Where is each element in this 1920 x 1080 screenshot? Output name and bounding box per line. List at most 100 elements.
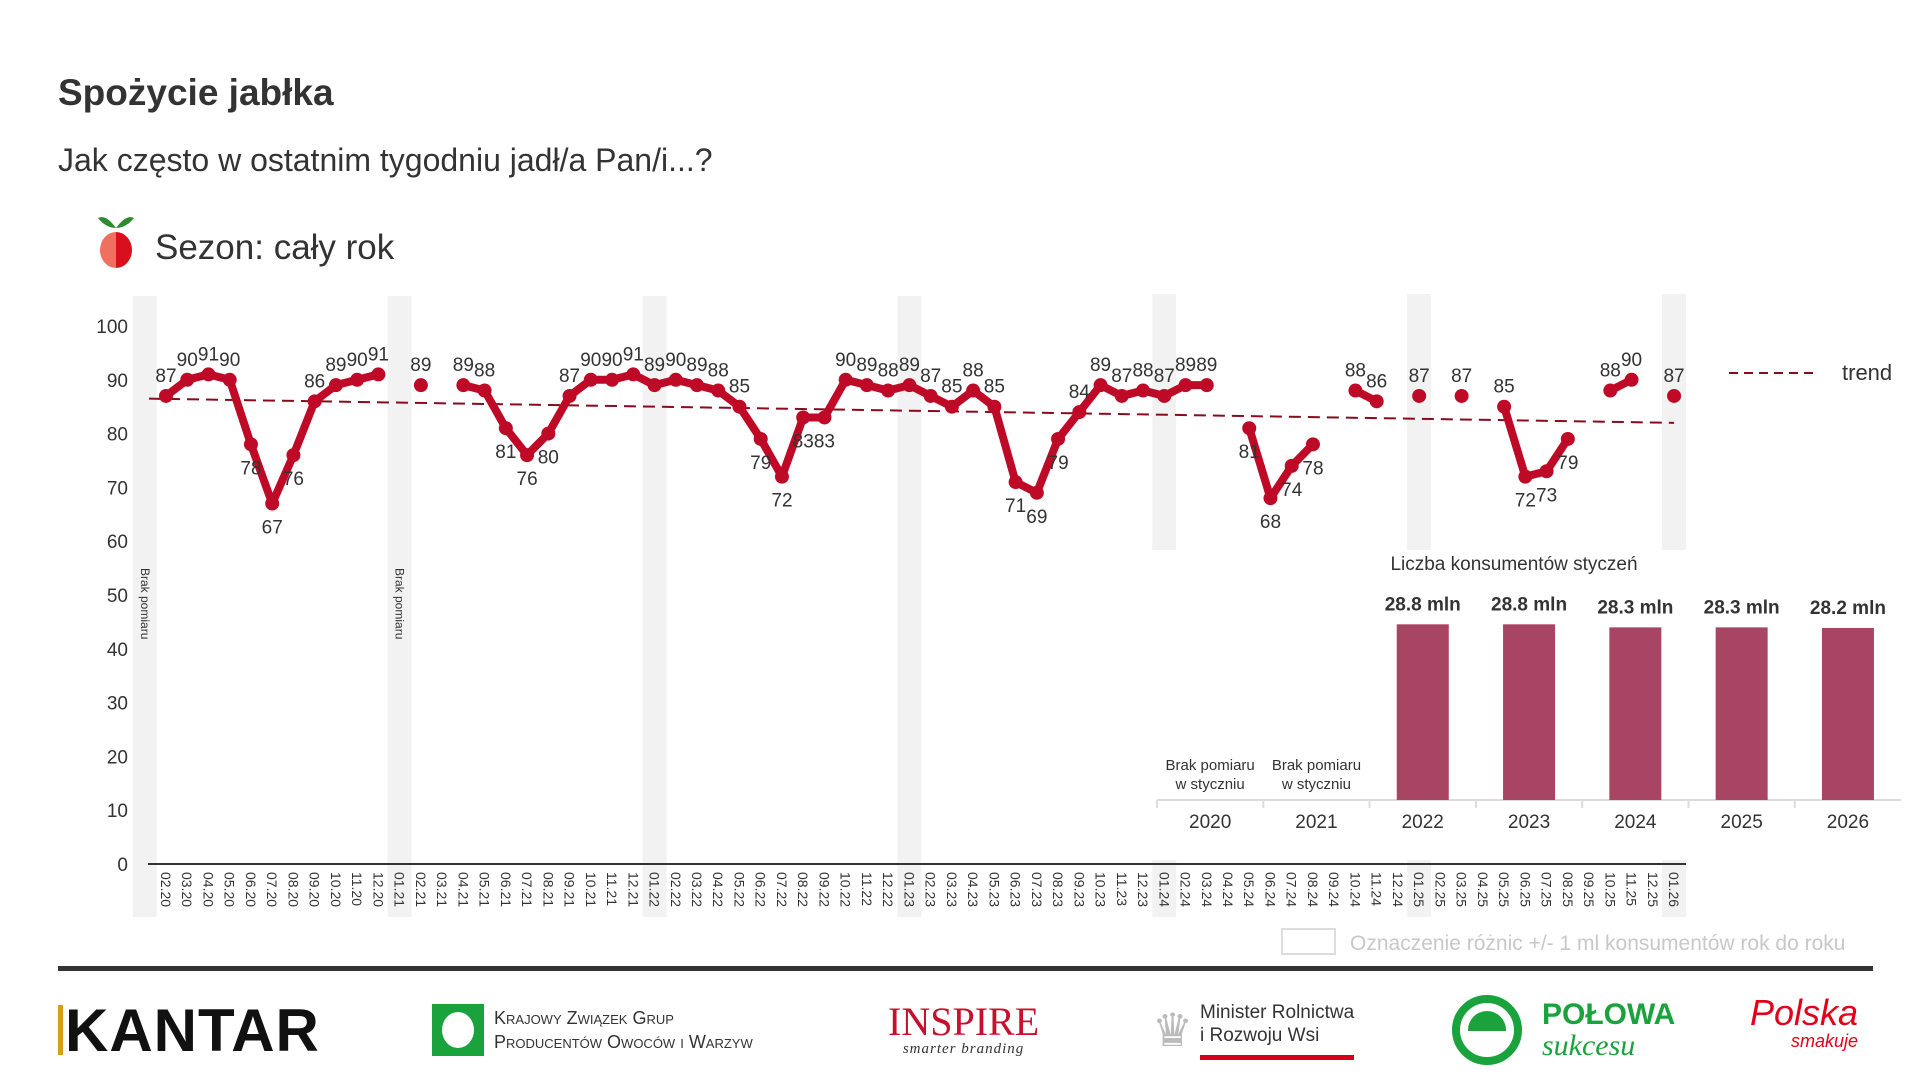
legend-highlight-swatch [1281,928,1336,955]
data-point [881,383,896,398]
data-label: 88 [878,361,899,382]
data-label: 86 [304,371,325,392]
data-point [583,372,598,387]
inset-year-label: 2020 [1189,812,1231,833]
x-tick-label: 07.22 [774,872,790,907]
data-point [477,383,492,398]
data-point [1369,394,1384,409]
data-label: 79 [1557,453,1578,474]
data-label: 87 [1663,366,1684,387]
y-tick-label: 70 [107,478,128,499]
data-label: 89 [325,355,346,376]
data-label: 88 [474,361,495,382]
x-tick-label: 04.22 [710,872,726,907]
x-tick-label: 11.25 [1624,872,1640,906]
x-tick-label: 04.23 [965,872,981,907]
x-tick-label: 11.21 [604,872,620,906]
inset-bar [1715,627,1768,800]
data-point [243,437,258,452]
data-point [180,372,195,387]
x-tick-label: 02.24 [1178,872,1194,907]
data-point [1539,464,1554,479]
x-tick-label: 08.23 [1050,872,1066,907]
x-tick-label: 10.21 [583,872,599,907]
data-point [796,410,811,425]
data-point [1348,383,1363,398]
data-label: 90 [835,350,856,371]
data-label: 87 [1409,366,1430,387]
x-tick-label: 05.20 [222,872,238,907]
inset-title: Liczba konsumentów styczeń [1390,554,1637,575]
data-point [222,372,237,387]
inspire-text: INSPIRE [888,998,1040,1044]
data-point [647,378,662,393]
data-label: 81 [1239,442,1260,463]
y-tick-label: 50 [107,586,128,607]
data-point [159,388,173,403]
data-label: 90 [665,350,686,371]
x-tick-label: 05.22 [731,872,747,907]
eagle-icon: ♛ [1151,1004,1194,1056]
x-tick-label: 09.22 [816,872,832,907]
data-point [1263,491,1278,506]
series-line-segment [163,370,380,508]
data-label: 85 [984,377,1005,398]
x-tick-label: 07.20 [264,872,280,907]
data-label: 68 [1260,512,1281,533]
x-tick-label: 04.25 [1475,872,1491,907]
x-tick-label: 04.24 [1220,872,1236,907]
inset-year-label: 2023 [1508,812,1550,833]
data-point [1242,421,1257,436]
data-point [711,383,726,398]
inset-missing-label: Brak pomiaru [1272,757,1361,774]
data-label: 73 [1536,485,1557,506]
x-tick-label: 07.24 [1284,872,1300,907]
x-tick-label: 02.20 [158,872,174,907]
data-label: 67 [262,518,283,539]
inset-year-label: 2024 [1614,812,1657,833]
x-tick-label: 10.22 [838,872,854,907]
data-label: 86 [1366,371,1387,392]
x-tick-label: 04.21 [455,872,471,907]
x-tick-label: 06.25 [1517,872,1533,907]
data-label: 89 [644,355,665,376]
x-tick-label: 02.22 [668,872,684,907]
data-label: 71 [1005,496,1026,517]
data-label: 87 [1451,366,1472,387]
polska-text: Polska [1750,992,1859,1033]
polowa-sukcesu-logo: POŁOWA sukcesu [1452,995,1675,1065]
data-point [562,388,577,403]
data-label: 89 [410,355,431,376]
data-point [1624,372,1639,387]
x-tick-label: 08.22 [795,872,811,907]
x-tick-label: 08.21 [540,872,556,907]
data-point [328,378,343,393]
inset-year-label: 2022 [1402,812,1444,833]
data-label: 89 [856,355,877,376]
x-tick-label: 06.20 [243,872,259,907]
inset-year-label: 2026 [1827,812,1869,833]
data-point [286,448,301,463]
data-label: 90 [219,350,240,371]
data-label: 83 [814,431,835,452]
data-label: 90 [580,350,601,371]
inspire-logo: INSPIRE smarter branding [888,995,1039,1065]
data-point [1284,458,1299,473]
data-label: 85 [941,377,962,398]
consumption-line-chart: Brak pomiaru Brak pomiaru 0 10 20 30 40 50 60 70… [96,294,1901,955]
y-tick-label: 90 [107,371,128,392]
data-point [1072,405,1087,420]
x-tick-label: 10.24 [1347,872,1363,907]
data-label: 80 [538,448,559,469]
inset-missing-label: Brak pomiaru [1166,757,1255,774]
x-tick-label: 11.22 [859,872,875,906]
polska-smakuje-logo: Polska smakuje [1750,995,1858,1065]
data-point [1667,388,1682,403]
data-point [1603,383,1618,398]
kzgp-logo-icon [432,1004,484,1056]
january-band [642,296,667,917]
data-point [668,372,683,387]
no-measurement-label: Brak pomiaru [138,568,152,639]
x-tick-label: 12.21 [625,872,641,907]
x-tick-label: 01.21 [392,872,408,907]
